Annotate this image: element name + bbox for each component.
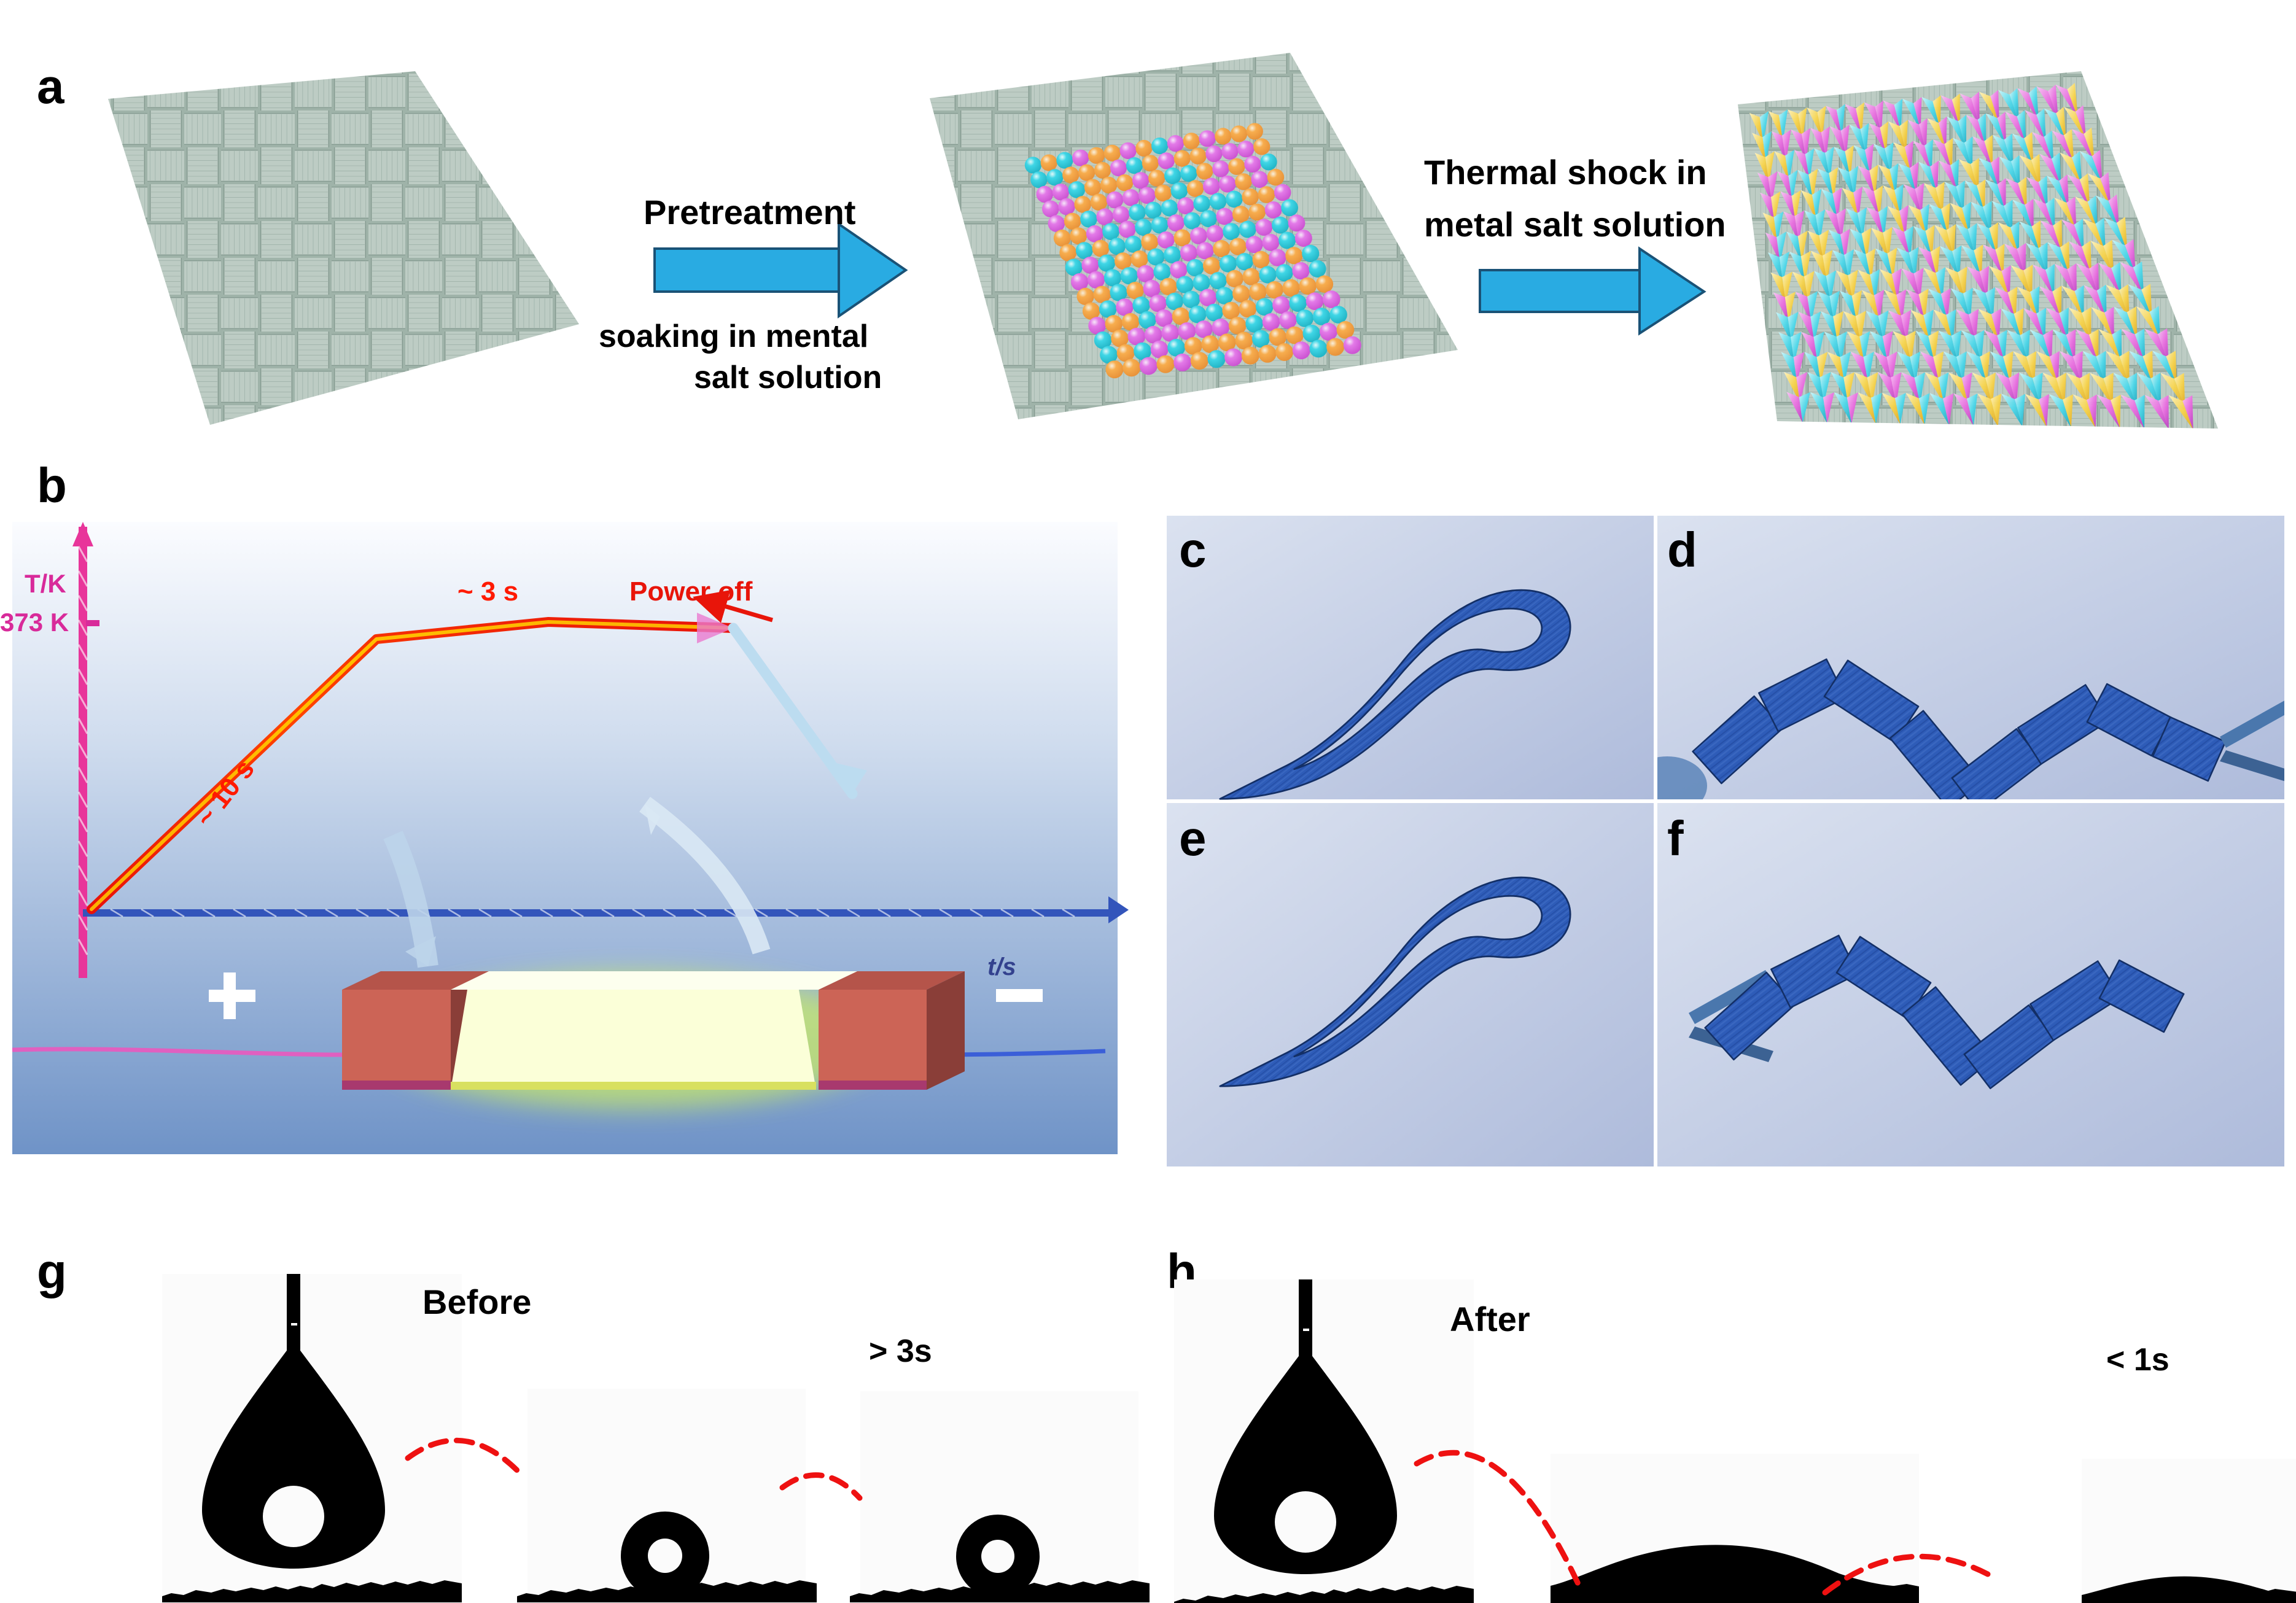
svg-text:Power off: Power off [629, 576, 753, 607]
svg-text:Before: Before [422, 1283, 531, 1321]
svg-text:Pretreatment: Pretreatment [644, 193, 855, 231]
svg-text:metal salt solution: metal salt solution [1424, 205, 1726, 244]
svg-text:< 1s: < 1s [2106, 1342, 2170, 1378]
svg-text:373 K: 373 K [0, 608, 69, 637]
svg-text:~ 3 s: ~ 3 s [457, 576, 518, 607]
svg-text:> 3s: > 3s [869, 1333, 932, 1369]
svg-text:T/K: T/K [25, 569, 66, 598]
svg-text:soaking in mental: soaking in mental [599, 319, 868, 354]
svg-text:Thermal shock in: Thermal shock in [1424, 153, 1707, 192]
svg-text:t/s: t/s [987, 953, 1016, 980]
svg-text:After: After [1450, 1300, 1530, 1338]
svg-text:salt solution: salt solution [694, 360, 882, 395]
